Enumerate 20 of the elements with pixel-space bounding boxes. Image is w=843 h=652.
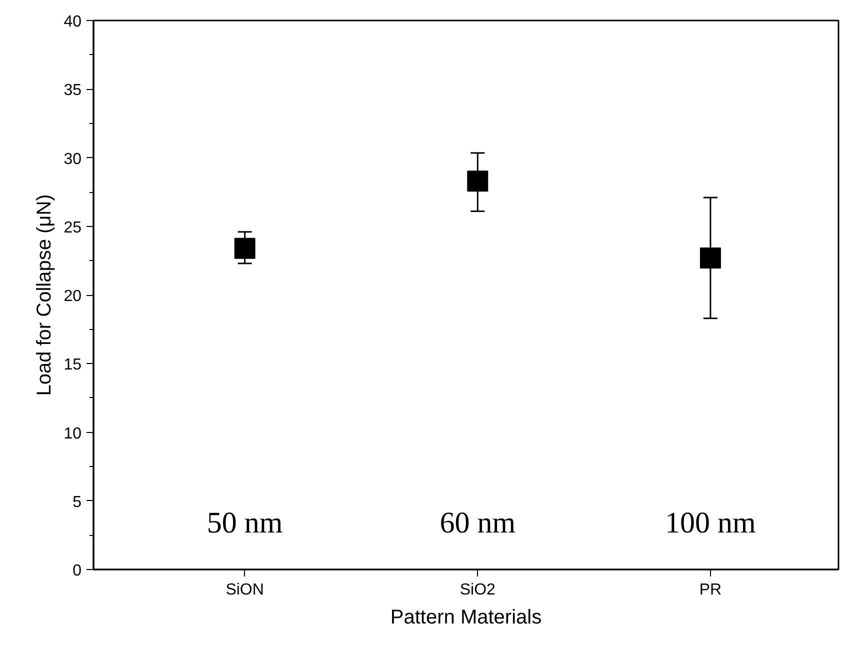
y-tick-label: 15 — [64, 356, 82, 374]
x-tick-label: SiO2 — [460, 582, 496, 598]
point — [234, 238, 256, 259]
x-tick-label: SiON — [226, 582, 264, 598]
y-tick-label: 35 — [64, 82, 82, 100]
y-tick-label: 30 — [64, 150, 82, 168]
x-axis-title: Pattern Materials — [390, 606, 542, 628]
annotation: 60 nm — [440, 506, 516, 540]
y-tick-label: 5 — [72, 494, 82, 511]
y-tick-label: 0 — [72, 562, 82, 580]
y-tick-label: 20 — [64, 288, 82, 305]
y-tick-label: 10 — [64, 425, 82, 442]
x-tick-label: PR — [699, 582, 722, 598]
point — [467, 170, 488, 192]
y-tick-label: 40 — [64, 14, 82, 30]
y-axis-title: Load for Collapse (μN) — [34, 194, 56, 396]
y-tick-label: 25 — [64, 219, 82, 236]
point — [700, 247, 721, 268]
annotation: 100 nm — [665, 506, 756, 540]
annotation: 50 nm — [206, 506, 283, 540]
